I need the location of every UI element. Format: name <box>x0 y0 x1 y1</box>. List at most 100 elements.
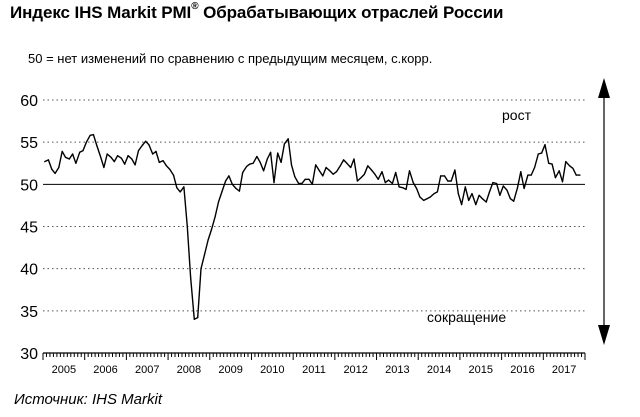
data-point <box>58 166 60 169</box>
data-point <box>92 134 94 136</box>
data-point <box>148 144 150 146</box>
data-point <box>79 151 81 153</box>
data-point <box>502 185 504 187</box>
x-tick-label: 2011 <box>302 364 326 376</box>
data-point <box>478 194 480 196</box>
data-point <box>405 188 407 190</box>
data-point <box>353 158 355 160</box>
data-point <box>155 150 157 152</box>
chart-subtitle: 50 = нет изменений по сравнению с предыд… <box>28 51 433 66</box>
registered-mark: ® <box>191 1 199 13</box>
data-point <box>217 201 220 203</box>
data-point <box>377 178 379 180</box>
data-point <box>89 134 91 136</box>
data-point <box>273 182 275 184</box>
data-point <box>322 175 324 177</box>
data-point <box>402 187 404 189</box>
data-point <box>554 177 557 179</box>
x-tick-label: 2006 <box>93 364 117 376</box>
data-point <box>481 198 483 200</box>
data-point <box>245 166 248 168</box>
data-point <box>207 239 209 241</box>
data-point <box>252 162 254 164</box>
data-point <box>287 138 289 140</box>
data-point <box>137 150 140 152</box>
data-point <box>259 161 261 163</box>
data-point <box>315 164 317 166</box>
data-point <box>499 194 501 196</box>
data-point <box>506 189 508 191</box>
data-point <box>492 182 494 184</box>
data-point <box>221 191 223 193</box>
data-point <box>461 204 463 206</box>
data-point <box>513 200 515 202</box>
data-point <box>339 165 341 167</box>
data-point <box>225 180 227 182</box>
x-tick-label: 2014 <box>427 364 451 376</box>
x-tick-label: 2009 <box>218 364 242 376</box>
x-tick-label: 2010 <box>260 364 284 376</box>
series-group <box>44 133 581 320</box>
data-point <box>572 167 574 169</box>
x-tick-label: 2016 <box>510 364 534 376</box>
data-point <box>350 166 352 169</box>
data-point <box>242 171 244 174</box>
arrow-down-icon <box>598 325 610 345</box>
data-point <box>263 170 265 172</box>
data-point <box>113 161 115 163</box>
y-tick-label: 55 <box>20 135 38 152</box>
data-point <box>579 174 581 176</box>
x-tick-label: 2012 <box>343 364 367 376</box>
data-point <box>450 180 452 182</box>
data-point <box>298 182 300 185</box>
y-grid <box>43 99 585 312</box>
data-point <box>72 153 74 155</box>
x-tick-label: 2007 <box>135 364 159 376</box>
data-point <box>569 165 571 167</box>
data-point <box>436 191 438 193</box>
data-point <box>332 173 334 175</box>
data-point <box>145 140 147 142</box>
annotation-down: сокращение <box>427 309 506 325</box>
data-point <box>183 186 185 188</box>
data-point <box>85 141 87 143</box>
data-point <box>509 198 511 200</box>
data-point <box>468 199 470 201</box>
data-point <box>204 252 206 255</box>
data-point <box>127 155 129 157</box>
data-point <box>367 165 369 167</box>
direction-arrow <box>598 78 610 345</box>
data-point <box>165 165 167 167</box>
data-point <box>416 187 418 190</box>
data-point <box>228 175 230 177</box>
data-point <box>356 180 358 182</box>
data-point <box>106 153 108 155</box>
data-point <box>304 178 306 180</box>
data-point <box>200 268 202 270</box>
data-point <box>47 159 50 161</box>
y-tick-label: 50 <box>20 177 38 194</box>
x-tick-label: 2013 <box>385 364 409 376</box>
data-point <box>475 204 477 206</box>
data-point <box>485 201 487 203</box>
data-point <box>176 187 178 189</box>
data-point <box>44 161 46 163</box>
data-point <box>311 183 313 185</box>
data-point <box>51 168 53 170</box>
data-point <box>471 193 473 195</box>
data-point <box>235 187 237 190</box>
data-point <box>426 198 428 200</box>
data-point <box>169 168 171 170</box>
data-point <box>131 158 133 160</box>
data-point <box>548 162 550 164</box>
data-point <box>120 157 122 159</box>
data-point <box>99 155 102 158</box>
data-point <box>134 164 136 166</box>
data-point <box>558 170 560 172</box>
data-point <box>283 143 285 145</box>
data-point <box>335 171 338 173</box>
chart-title-main: Индекс IHS Markit PMI <box>10 3 192 22</box>
data-point <box>301 182 303 185</box>
data-point <box>290 164 293 166</box>
